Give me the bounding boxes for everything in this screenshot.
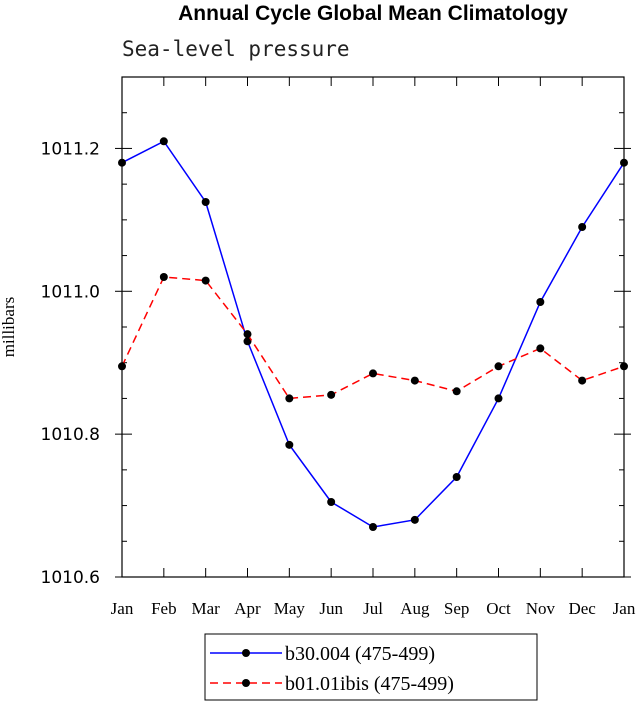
legend-label-series-1: b30.004 (475-499) xyxy=(285,643,435,665)
data-point xyxy=(159,273,168,281)
axis-ticks xyxy=(115,76,631,578)
data-point xyxy=(243,330,252,339)
data-point xyxy=(410,515,419,524)
data-point xyxy=(369,369,377,378)
x-tick-label: Apr xyxy=(234,599,261,618)
data-point xyxy=(243,337,252,346)
data-point xyxy=(201,198,210,206)
x-tick-labels: Jan Feb Mar Apr May Jun Jul Aug Sep Oct Nov Dec Jan xyxy=(111,599,636,618)
x-tick-label: Aug xyxy=(400,599,430,618)
y-axis-label: millibars xyxy=(0,297,18,357)
data-point xyxy=(494,394,503,403)
data-point xyxy=(201,276,210,285)
data-point xyxy=(620,158,628,167)
data-point xyxy=(369,523,377,531)
data-point xyxy=(159,137,168,146)
data-point xyxy=(285,440,294,449)
legend-marker-series-1 xyxy=(242,649,250,657)
legend: b30.004 (475-499) b01.01ibis (475-499) xyxy=(204,633,538,701)
legend-marker-series-2 xyxy=(242,679,250,687)
x-tick-label: Jan xyxy=(111,599,134,618)
x-tick-label: Nov xyxy=(526,599,556,618)
x-tick-label: Oct xyxy=(486,599,511,618)
x-tick-label: Jul xyxy=(363,599,383,618)
x-tick-label: Sep xyxy=(444,599,470,618)
data-point xyxy=(285,394,294,403)
data-point xyxy=(118,158,126,167)
series-line-2 xyxy=(121,276,625,400)
data-point xyxy=(494,362,503,371)
data-point xyxy=(452,387,461,396)
series-line-1 xyxy=(121,140,625,528)
y-tick-label: 1011.2 xyxy=(41,139,100,159)
y-tick-label: 1010.8 xyxy=(41,425,100,445)
data-point xyxy=(327,390,336,399)
x-tick-label: Feb xyxy=(151,599,177,618)
chart-subtitle: Sea-level pressure xyxy=(122,37,350,61)
data-point xyxy=(536,344,545,353)
data-point xyxy=(578,223,587,231)
data-point xyxy=(410,376,419,385)
chart-title: Annual Cycle Global Mean Climatology xyxy=(178,2,568,25)
data-point xyxy=(620,362,628,371)
data-point xyxy=(452,473,461,481)
data-point xyxy=(118,362,126,371)
y-tick-label: 1010.6 xyxy=(41,568,100,588)
x-tick-label: Jan xyxy=(613,599,636,618)
data-point xyxy=(578,376,587,385)
y-tick-label: 1011.0 xyxy=(41,282,100,302)
legend-label-series-2: b01.01ibis (475-499) xyxy=(285,673,454,695)
data-point xyxy=(327,498,336,506)
x-tick-label: Dec xyxy=(568,599,596,618)
data-point xyxy=(536,298,545,306)
x-tick-label: Jun xyxy=(319,599,343,618)
legend-box xyxy=(204,633,538,701)
y-tick-labels: 1010.6 1010.8 1011.0 1011.2 xyxy=(41,139,100,588)
x-tick-label: Mar xyxy=(192,599,221,618)
x-tick-label: May xyxy=(274,599,306,618)
plot-frame xyxy=(121,76,625,578)
series-layer xyxy=(118,137,628,531)
